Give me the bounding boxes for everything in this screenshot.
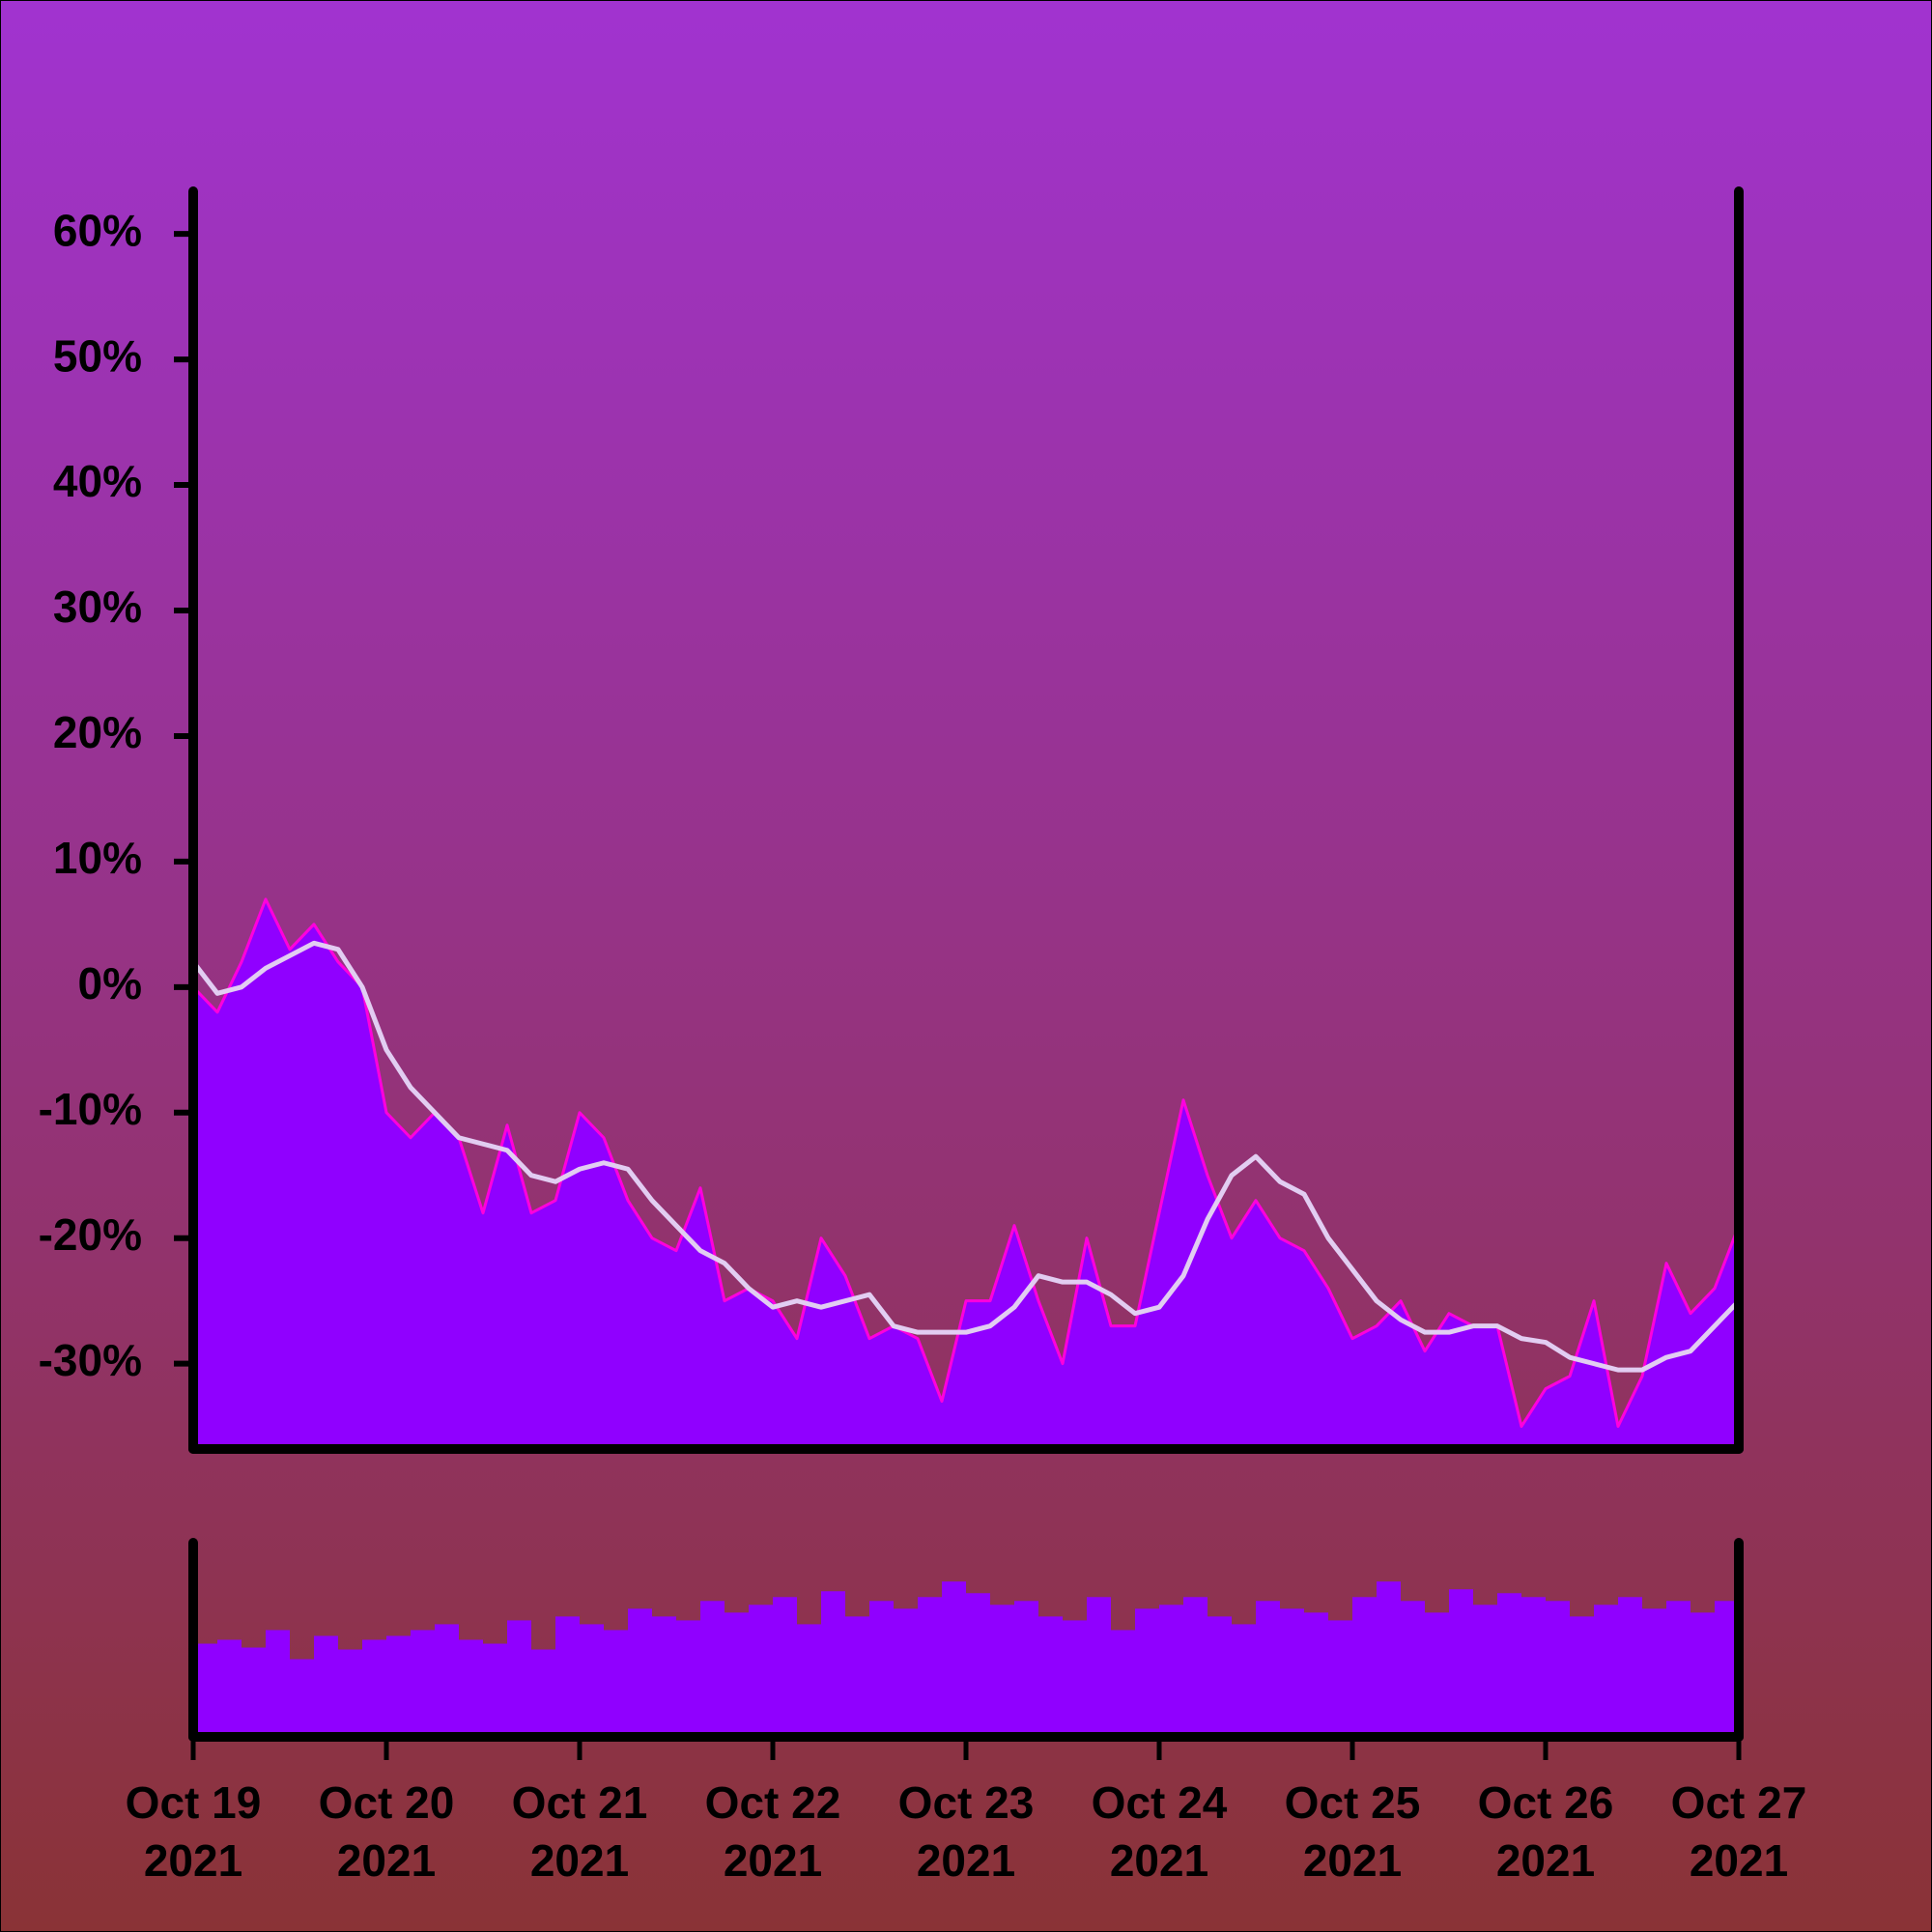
volume-bar bbox=[894, 1608, 918, 1737]
volume-bar bbox=[242, 1647, 266, 1737]
volume-bar bbox=[1594, 1605, 1618, 1737]
x-tick-label: Oct 19 2021 bbox=[125, 1777, 262, 1886]
x-tick-label: Oct 27 2021 bbox=[1670, 1777, 1807, 1886]
volume-bar bbox=[459, 1639, 483, 1737]
volume-bar bbox=[1618, 1597, 1642, 1737]
x-tick-label: Oct 24 2021 bbox=[1091, 1777, 1228, 1886]
volume-bar bbox=[1087, 1597, 1111, 1737]
x-tick-label: Oct 26 2021 bbox=[1477, 1777, 1614, 1886]
volume-bar bbox=[1666, 1601, 1690, 1737]
volume-bar bbox=[1111, 1630, 1135, 1737]
volume-bar bbox=[604, 1630, 628, 1737]
volume-bar bbox=[1352, 1597, 1377, 1737]
y-tick-label: 20% bbox=[53, 707, 142, 757]
volume-bar bbox=[411, 1630, 435, 1737]
x-tick-label: Oct 23 2021 bbox=[897, 1777, 1035, 1886]
volume-bar bbox=[1038, 1616, 1063, 1737]
volume-bar bbox=[314, 1635, 338, 1737]
area bbox=[193, 898, 1739, 1449]
volume-bar bbox=[1449, 1589, 1473, 1737]
volume-bar bbox=[1135, 1608, 1159, 1737]
volume-bar bbox=[628, 1608, 652, 1737]
volume-bar bbox=[990, 1605, 1014, 1737]
volume-bar bbox=[942, 1581, 966, 1737]
volume-bar bbox=[1232, 1624, 1256, 1737]
volume-bar bbox=[1546, 1601, 1570, 1737]
volume-bar bbox=[652, 1616, 676, 1737]
volume-bar bbox=[386, 1635, 411, 1737]
y-tick-label: 10% bbox=[53, 833, 142, 883]
x-tick-label: Oct 22 2021 bbox=[704, 1777, 841, 1886]
volume-bar bbox=[676, 1620, 700, 1737]
volume-bar bbox=[507, 1620, 531, 1737]
volume-bar bbox=[869, 1601, 894, 1737]
volume-bar bbox=[821, 1591, 845, 1737]
y-tick-label: 30% bbox=[53, 582, 142, 632]
volume-bar bbox=[918, 1597, 942, 1737]
volume-bar bbox=[1159, 1605, 1183, 1737]
volume-bar bbox=[797, 1624, 821, 1737]
x-tick-label: Oct 25 2021 bbox=[1284, 1777, 1421, 1886]
volume-bar bbox=[1690, 1612, 1715, 1737]
volume-bar bbox=[773, 1597, 797, 1737]
volume-bar bbox=[1304, 1612, 1328, 1737]
volume-bar bbox=[1208, 1616, 1232, 1737]
volume-bar bbox=[435, 1624, 459, 1737]
volume-bar bbox=[217, 1639, 242, 1737]
volume-bar bbox=[483, 1643, 507, 1737]
volume-bar bbox=[700, 1601, 724, 1737]
volume-bar bbox=[1473, 1605, 1497, 1737]
volume-bar bbox=[1063, 1620, 1087, 1737]
volume-bar bbox=[338, 1649, 362, 1737]
volume-bar bbox=[845, 1616, 869, 1737]
y-tick-label: -10% bbox=[39, 1084, 142, 1134]
volume-bar bbox=[362, 1639, 386, 1737]
y-tick-label: 60% bbox=[53, 205, 142, 255]
x-tick-label: Oct 20 2021 bbox=[318, 1777, 455, 1886]
x-tick-label: Oct 21 2021 bbox=[511, 1777, 648, 1886]
volume-bar bbox=[1377, 1581, 1401, 1737]
volume-bar bbox=[1642, 1608, 1666, 1737]
volume-bar bbox=[724, 1612, 749, 1737]
volume-bar bbox=[966, 1593, 990, 1737]
y-tick-label: -30% bbox=[39, 1335, 142, 1385]
volume-bar bbox=[1570, 1616, 1594, 1737]
line bbox=[191, 940, 1741, 1373]
volume-bar bbox=[290, 1659, 314, 1737]
volume-bar bbox=[1425, 1612, 1449, 1737]
volume-bar bbox=[1014, 1601, 1038, 1737]
volume-bar bbox=[1521, 1597, 1546, 1737]
volume-bar bbox=[749, 1605, 773, 1737]
y-tick-label: 50% bbox=[53, 330, 142, 381]
volume-bar bbox=[555, 1616, 580, 1737]
volume-bar bbox=[266, 1630, 290, 1737]
volume-bar bbox=[580, 1624, 604, 1737]
volume-bar bbox=[1328, 1620, 1352, 1737]
volume-bar bbox=[531, 1649, 555, 1737]
y-tick-label: -20% bbox=[39, 1209, 142, 1260]
volume-bar bbox=[1401, 1601, 1425, 1737]
volume-bar bbox=[1497, 1593, 1521, 1737]
volume-bar bbox=[1280, 1608, 1304, 1737]
y-tick-label: 0% bbox=[78, 958, 142, 1009]
y-tick-label: 40% bbox=[53, 456, 142, 506]
volume-bar bbox=[1183, 1597, 1208, 1737]
volume-bar bbox=[1256, 1601, 1280, 1737]
